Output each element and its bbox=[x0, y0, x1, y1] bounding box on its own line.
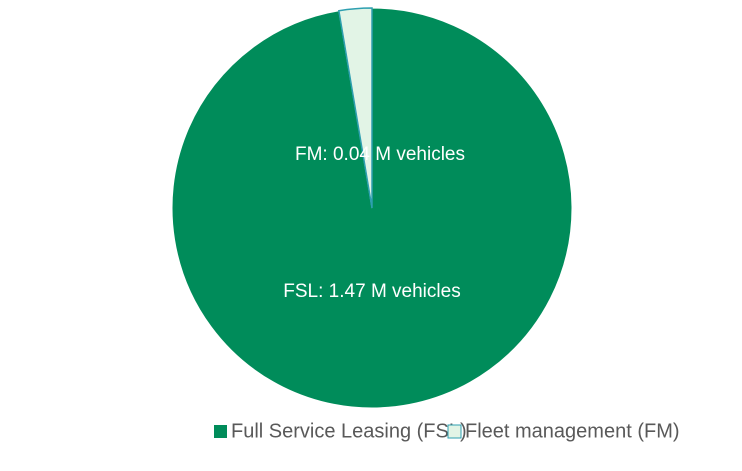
legend-text: Full Service Leasing (FSL) bbox=[231, 420, 467, 442]
data-label: FM: 0.04 M vehicles bbox=[295, 144, 465, 165]
pie-slice bbox=[338, 7, 373, 209]
legend-swatch bbox=[447, 424, 462, 439]
legend-text: Fleet management (FM) bbox=[465, 420, 680, 442]
legend-swatch bbox=[214, 425, 227, 438]
data-label: FSL: 1.47 M vehicles bbox=[283, 281, 460, 302]
